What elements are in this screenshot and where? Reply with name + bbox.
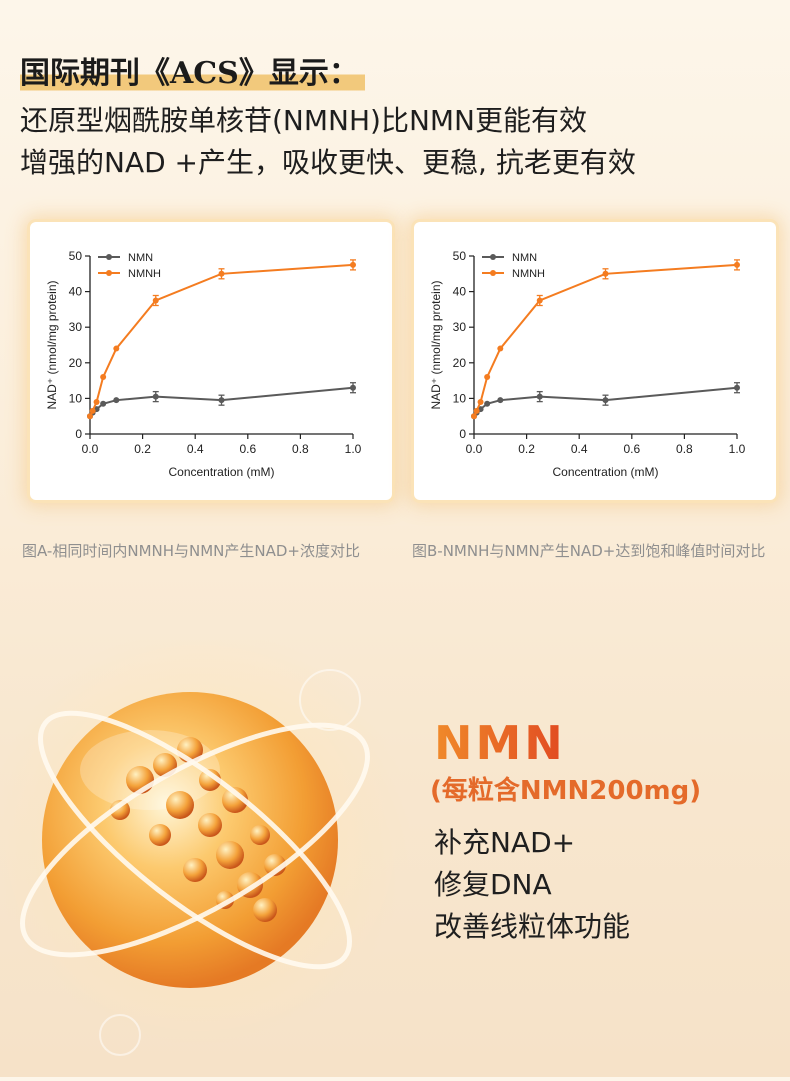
y-axis-label: NAD⁺ (nmol/mg protein) — [429, 280, 443, 409]
x-tick-label: 0.6 — [623, 442, 640, 456]
y-tick-label: 30 — [453, 320, 467, 334]
y-tick-label: 40 — [453, 285, 467, 299]
x-axis-label: Concentration (mM) — [168, 465, 274, 479]
chart-panel-b: 0 10 20 30 40 50 0.0 0.2 0.4 0.6 0.8 1.0 Concentrati… — [414, 222, 776, 500]
product-dose: (每粒含NMN200mg) — [430, 776, 702, 806]
legend-marker — [106, 270, 112, 276]
data-point — [93, 398, 100, 405]
data-point — [113, 345, 120, 352]
data-point — [113, 397, 120, 404]
x-tick-label: 1.0 — [729, 442, 746, 456]
x-tick-label: 0.0 — [466, 442, 483, 456]
x-tick-label: 0.4 — [187, 442, 204, 456]
data-point — [350, 384, 356, 391]
data-point — [536, 393, 543, 400]
y-tick-label: 10 — [69, 391, 83, 405]
legend-marker — [106, 254, 112, 260]
x-tick-label: 0.2 — [134, 442, 151, 456]
data-point — [484, 374, 491, 381]
x-tick-label: 0.4 — [571, 442, 588, 456]
data-point — [471, 413, 477, 420]
data-point — [473, 407, 480, 414]
legend-label: NMNH — [128, 268, 161, 280]
data-point — [350, 261, 356, 268]
intro-text: 还原型烟酰胺单核苷(NMNH)比NMN更能有效 增强的NAD +产生，吸收更快、… — [20, 100, 636, 184]
y-tick-label: 0 — [75, 427, 82, 441]
y-tick-label: 40 — [69, 285, 83, 299]
data-point — [497, 345, 504, 352]
y-tick-label: 0 — [459, 427, 466, 441]
data-point — [536, 297, 543, 304]
data-point — [218, 397, 225, 404]
legend-marker — [490, 254, 496, 260]
y-tick-label: 20 — [69, 356, 83, 370]
data-point — [602, 397, 609, 404]
page-title: 国际期刊《ACS》显示： — [20, 48, 365, 94]
data-point — [218, 270, 225, 277]
benefit-item: 修复DNA — [434, 868, 552, 901]
product-sphere-illustration — [0, 625, 420, 1077]
data-point — [152, 393, 159, 400]
x-tick-label: 0.8 — [292, 442, 309, 456]
chart-a: 0 10 20 30 40 50 0.0 0.2 0.4 0.6 0.8 1.0 Concentrati… — [45, 249, 362, 479]
x-tick-label: 0.6 — [239, 442, 256, 456]
data-point — [100, 374, 107, 381]
benefit-list: 补充NAD+ 修复DNA 改善线粒体功能 — [434, 822, 630, 948]
y-tick-label: 20 — [453, 356, 467, 370]
data-point — [152, 297, 159, 304]
data-point — [89, 407, 96, 414]
series-line-nmnh — [89, 263, 354, 417]
caption-b: 图B-NMNH与NMN产生NAD+达到饱和峰值时间对比 — [412, 542, 766, 560]
x-tick-label: 0.2 — [518, 442, 535, 456]
data-point — [87, 413, 93, 420]
data-point — [602, 270, 609, 277]
series-line-nmnh — [473, 263, 738, 417]
benefit-item: 补充NAD+ — [434, 826, 576, 859]
data-point — [497, 397, 504, 404]
x-tick-label: 1.0 — [345, 442, 362, 456]
legend-label: NMN — [512, 252, 537, 264]
y-tick-label: 10 — [453, 391, 467, 405]
y-axis-label: NAD⁺ (nmol/mg protein) — [45, 280, 59, 409]
legend-label: NMNH — [512, 268, 545, 280]
intro-line: 还原型烟酰胺单核苷(NMNH)比NMN更能有效 — [20, 104, 588, 137]
x-tick-label: 0.0 — [82, 442, 99, 456]
data-point — [100, 400, 107, 407]
product-name: NMN — [434, 716, 566, 770]
legend-label: NMN — [128, 252, 153, 264]
chart-panel-a: 0 10 20 30 40 50 0.0 0.2 0.4 0.6 0.8 1.0 Concentrati… — [30, 222, 392, 500]
data-point — [734, 261, 740, 268]
y-tick-label: 30 — [69, 320, 83, 334]
benefit-item: 改善线粒体功能 — [434, 910, 631, 943]
y-tick-label: 50 — [69, 249, 83, 263]
chart-b: 0 10 20 30 40 50 0.0 0.2 0.4 0.6 0.8 1.0 Concentrati… — [429, 249, 746, 479]
data-point — [477, 398, 484, 405]
data-point — [484, 400, 491, 407]
x-tick-label: 0.8 — [676, 442, 693, 456]
intro-line: 增强的NAD +产生，吸收更快、更稳, 抗老更有效 — [20, 146, 636, 179]
caption-a: 图A-相同时间内NMNH与NMN产生NAD+浓度对比 — [22, 542, 360, 560]
x-axis-label: Concentration (mM) — [552, 465, 658, 479]
legend-marker — [490, 270, 496, 276]
y-tick-label: 50 — [453, 249, 467, 263]
data-point — [734, 384, 740, 391]
